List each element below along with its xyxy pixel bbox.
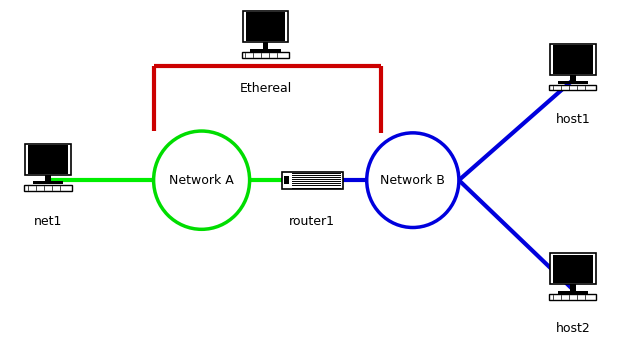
Text: Network A: Network A <box>169 174 234 187</box>
Bar <box>549 85 596 90</box>
Bar <box>553 254 593 283</box>
Bar <box>250 48 281 52</box>
Bar <box>242 52 289 58</box>
Bar <box>24 185 72 190</box>
Bar <box>33 181 63 185</box>
Bar <box>570 284 575 290</box>
Bar <box>550 253 596 284</box>
Bar <box>284 176 289 184</box>
Bar <box>557 81 588 84</box>
Bar <box>246 12 285 41</box>
Bar <box>549 294 596 300</box>
Bar <box>570 75 575 81</box>
Bar <box>282 172 343 189</box>
Text: router1: router1 <box>289 215 335 228</box>
Ellipse shape <box>367 133 459 228</box>
Bar <box>28 145 68 174</box>
Bar <box>557 290 588 294</box>
Text: host1: host1 <box>556 113 590 126</box>
Bar <box>45 175 51 181</box>
Bar <box>25 144 71 175</box>
Text: Ethereal: Ethereal <box>239 82 292 95</box>
Bar <box>550 44 596 75</box>
Text: host2: host2 <box>556 322 590 335</box>
Text: Network B: Network B <box>380 174 445 187</box>
Bar <box>553 45 593 74</box>
Text: net1: net1 <box>34 215 62 228</box>
Bar <box>263 42 268 48</box>
Bar <box>243 11 289 42</box>
Ellipse shape <box>154 131 250 229</box>
